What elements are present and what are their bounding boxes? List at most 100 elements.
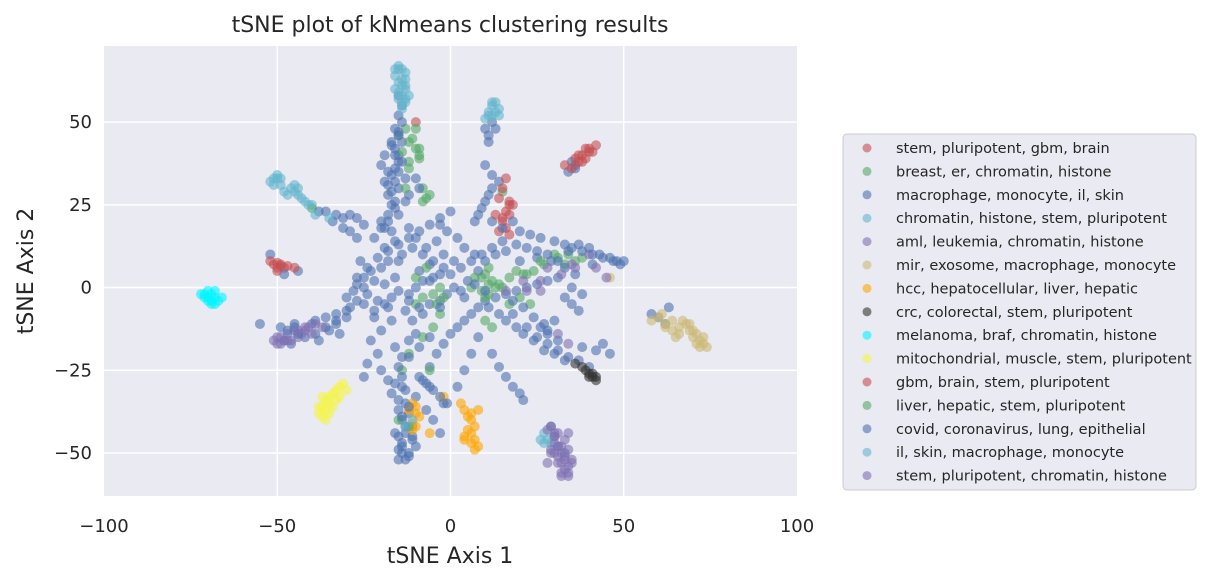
data-point	[369, 312, 380, 323]
data-point	[556, 471, 567, 482]
legend-marker	[862, 400, 872, 410]
data-point	[663, 302, 674, 313]
data-point	[445, 269, 456, 280]
data-point	[428, 322, 439, 333]
data-point	[539, 345, 550, 356]
legend-label: macrophage, monocyte, il, skin	[896, 188, 1124, 204]
data-point	[386, 388, 397, 399]
chart-title: tSNE plot of kNmeans clustering results	[232, 13, 669, 38]
data-point	[424, 189, 435, 200]
data-point	[390, 378, 401, 389]
data-point	[403, 352, 414, 363]
data-point	[317, 322, 328, 333]
data-point	[535, 322, 546, 333]
data-point	[542, 328, 553, 339]
data-point	[528, 335, 539, 346]
data-point	[324, 408, 335, 419]
data-point	[670, 332, 681, 343]
data-point	[376, 365, 387, 376]
data-point	[303, 199, 314, 210]
data-point	[393, 166, 404, 177]
data-point	[487, 322, 498, 333]
data-point	[386, 226, 397, 237]
data-point	[393, 64, 404, 75]
data-point	[351, 213, 362, 224]
data-point	[514, 256, 525, 267]
data-point	[196, 289, 207, 300]
data-point	[500, 173, 511, 184]
legend-marker	[862, 260, 872, 270]
data-point	[351, 272, 362, 283]
data-point	[549, 348, 560, 359]
data-point	[473, 404, 484, 415]
data-point	[497, 222, 508, 233]
data-point	[351, 232, 362, 243]
data-point	[518, 328, 529, 339]
data-point	[362, 358, 373, 369]
data-point	[428, 256, 439, 267]
data-point	[403, 401, 414, 412]
data-point	[424, 428, 435, 439]
data-point	[459, 292, 470, 303]
data-point	[442, 226, 453, 237]
data-point	[383, 166, 394, 177]
data-point	[490, 282, 501, 293]
legend-marker	[862, 447, 872, 457]
data-point	[580, 143, 591, 154]
data-point	[535, 232, 546, 243]
data-point	[535, 275, 546, 286]
data-point	[410, 173, 421, 184]
data-point	[414, 153, 425, 164]
data-point	[424, 275, 435, 286]
data-point	[601, 272, 612, 283]
data-point	[383, 179, 394, 190]
data-point	[376, 222, 387, 233]
data-point	[275, 322, 286, 333]
x-tick-label: −50	[258, 516, 296, 537]
data-point	[521, 242, 532, 253]
data-point	[591, 371, 602, 382]
data-point	[417, 292, 428, 303]
data-point	[396, 371, 407, 382]
data-point	[341, 292, 352, 303]
data-point	[438, 262, 449, 273]
x-tick-label: 50	[612, 516, 635, 537]
data-point	[383, 216, 394, 227]
data-point	[559, 451, 570, 462]
y-tick-label: 25	[69, 195, 92, 216]
series-points	[313, 378, 352, 425]
data-point	[362, 262, 373, 273]
data-point	[542, 457, 553, 468]
data-point	[497, 236, 508, 247]
data-point	[324, 213, 335, 224]
data-point	[341, 305, 352, 316]
data-point	[383, 302, 394, 313]
data-point	[407, 242, 418, 253]
legend-label: liver, hepatic, stem, pluripotent	[896, 398, 1126, 414]
data-point	[334, 328, 345, 339]
data-point	[535, 285, 546, 296]
data-points	[196, 60, 712, 482]
data-point	[504, 229, 515, 240]
data-point	[383, 246, 394, 257]
data-point	[487, 170, 498, 181]
data-point	[494, 361, 505, 372]
data-point	[500, 285, 511, 296]
data-point	[597, 338, 608, 349]
legend-marker	[862, 143, 872, 153]
data-point	[490, 123, 501, 134]
legend-label: mitochondrial, muscle, stem, pluripotent	[896, 352, 1192, 368]
data-point	[535, 256, 546, 267]
data-point	[400, 183, 411, 194]
data-point	[431, 236, 442, 247]
x-tick-label: 0	[445, 516, 456, 537]
data-point	[393, 239, 404, 250]
data-point	[396, 117, 407, 128]
data-point	[487, 348, 498, 359]
data-point	[566, 282, 577, 293]
legend-label: hcc, hepatocellular, liver, hepatic	[896, 281, 1138, 297]
data-point	[414, 371, 425, 382]
data-point	[376, 325, 387, 336]
data-point	[480, 285, 491, 296]
